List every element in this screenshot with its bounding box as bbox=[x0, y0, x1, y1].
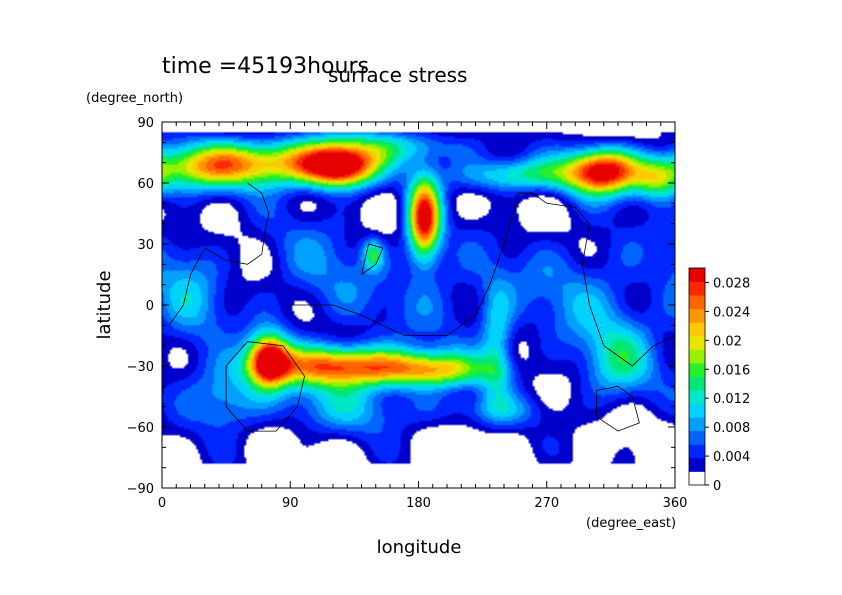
colorbar-swatch bbox=[689, 308, 705, 323]
colorbar-swatch bbox=[689, 471, 705, 486]
colorbar-tick-label: 0.024 bbox=[713, 305, 750, 320]
x-unit-label: (degree_east) bbox=[586, 516, 676, 531]
colorbar-swatch bbox=[689, 457, 705, 472]
colorbar-swatch bbox=[689, 295, 705, 310]
colorbar-tick-label: 0.008 bbox=[713, 421, 750, 436]
colorbar: 0 0.004 0.008 0.012 0.016 0.02 0.024 0.028 bbox=[688, 267, 750, 494]
colorbar-swatch bbox=[689, 362, 705, 377]
y-tick-label: −60 bbox=[127, 421, 154, 436]
chart-title: surface stress bbox=[328, 63, 467, 87]
colorbar-swatch bbox=[689, 281, 705, 296]
colorbar-swatch bbox=[689, 430, 705, 445]
x-tick-label: 270 bbox=[534, 496, 559, 511]
chart-subtitle: time =45193hours bbox=[162, 54, 369, 79]
coastline-north-america bbox=[168, 182, 270, 326]
y-axis: 90 60 30 0 −30 −60 −90 bbox=[127, 116, 675, 497]
y-tick-label: −90 bbox=[127, 482, 154, 497]
y-tick-label: −30 bbox=[127, 360, 154, 375]
colorbar-tick-label: 0.02 bbox=[713, 334, 742, 349]
colorbar-swatch bbox=[689, 390, 705, 405]
x-tick-label: 360 bbox=[663, 496, 688, 511]
colorbar-swatch bbox=[689, 417, 705, 432]
coastline-australia bbox=[596, 385, 640, 432]
colorbar-tick-label: 0.012 bbox=[713, 392, 750, 407]
colorbar-swatch bbox=[689, 335, 705, 350]
colorbar-tick-label: 0.004 bbox=[713, 450, 750, 465]
colorbar-swatch bbox=[689, 322, 705, 337]
colorbar-swatch bbox=[689, 268, 705, 282]
stress-contour-field bbox=[162, 122, 675, 488]
colorbar-frame bbox=[688, 267, 706, 486]
colorbar-swatch bbox=[689, 376, 705, 391]
y-axis-title: latitude bbox=[94, 270, 115, 339]
x-tick-label: 0 bbox=[158, 496, 166, 511]
y-unit-label: (degree_north) bbox=[86, 91, 183, 106]
y-tick-label: 0 bbox=[146, 299, 154, 314]
coastline-eurasia-africa bbox=[290, 192, 675, 367]
coastline-island bbox=[361, 243, 384, 275]
x-axis: 0 90 180 270 360 bbox=[158, 122, 688, 511]
y-tick-label: 30 bbox=[137, 238, 154, 253]
coastline-south-america bbox=[225, 341, 305, 432]
x-tick-label: 90 bbox=[282, 496, 299, 511]
colorbar-tick-label: 0.028 bbox=[713, 276, 750, 291]
colorbar-swatch bbox=[689, 444, 705, 459]
x-tick-label: 180 bbox=[406, 496, 431, 511]
x-axis-title: longitude bbox=[377, 537, 462, 558]
colorbar-swatch bbox=[689, 349, 705, 364]
y-tick-label: 90 bbox=[137, 116, 154, 131]
coastline-group bbox=[168, 182, 675, 432]
colorbar-tick-label: 0 bbox=[713, 479, 721, 494]
colorbar-tick-label: 0.016 bbox=[713, 363, 750, 378]
plot-area bbox=[161, 121, 676, 489]
colorbar-swatch bbox=[689, 403, 705, 418]
y-tick-label: 60 bbox=[137, 177, 154, 192]
